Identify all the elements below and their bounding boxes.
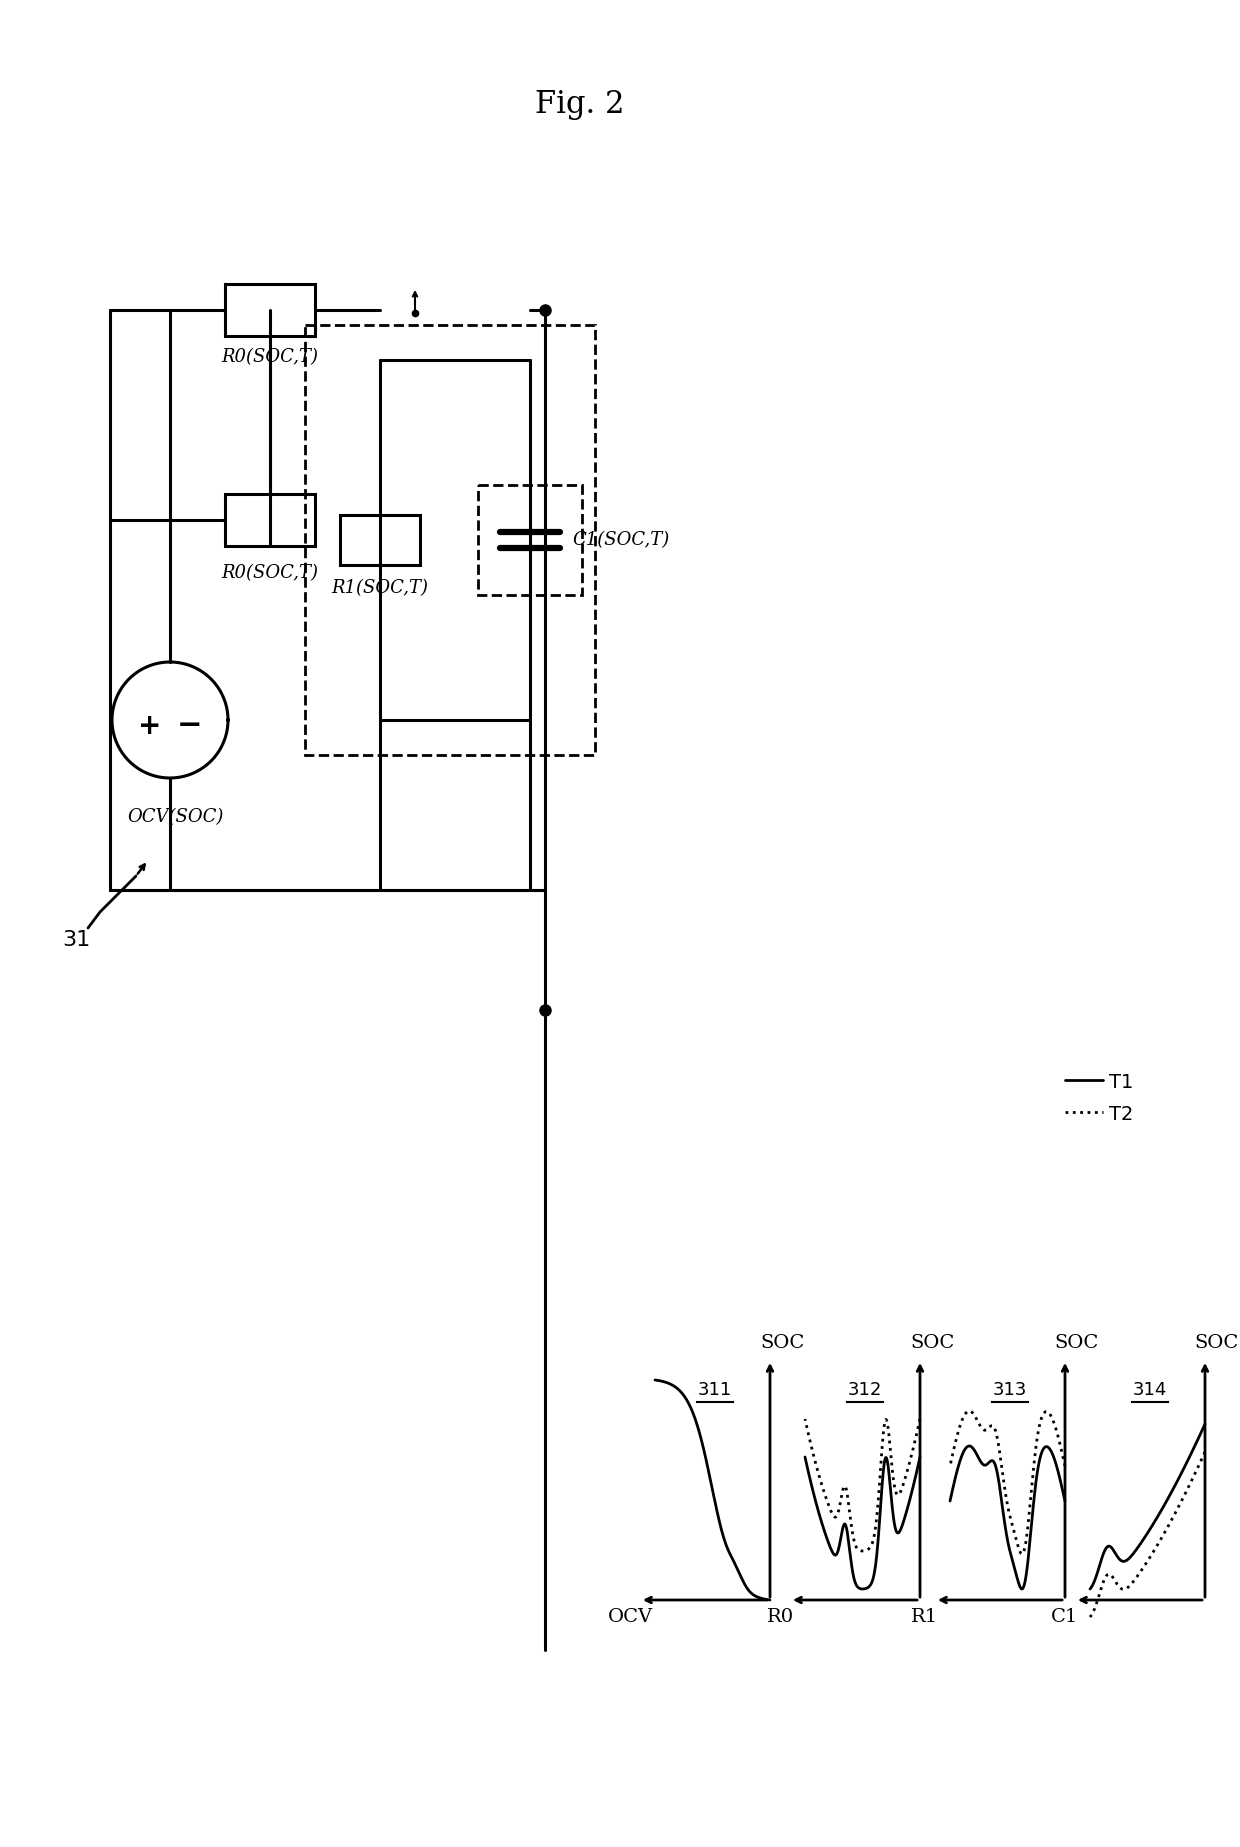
Bar — [224, 284, 315, 336]
Text: SOC: SOC — [760, 1334, 804, 1352]
Text: 314: 314 — [1133, 1382, 1167, 1398]
Text: +: + — [139, 711, 161, 741]
Text: 312: 312 — [848, 1382, 882, 1398]
Bar — [477, 486, 582, 595]
Text: 31: 31 — [62, 931, 91, 949]
Text: R0: R0 — [766, 1609, 794, 1625]
Text: C1: C1 — [1052, 1609, 1079, 1625]
Text: T1: T1 — [1109, 1073, 1133, 1092]
Text: 313: 313 — [993, 1382, 1027, 1398]
Text: R0(SOC,T): R0(SOC,T) — [222, 347, 319, 366]
Text: R0(SOC,T): R0(SOC,T) — [222, 563, 319, 582]
Text: R1: R1 — [911, 1609, 939, 1625]
Bar — [340, 515, 420, 565]
Text: Fig. 2: Fig. 2 — [536, 89, 625, 120]
Text: OCV: OCV — [608, 1609, 652, 1625]
Text: SOC: SOC — [1195, 1334, 1239, 1352]
Text: 311: 311 — [698, 1382, 732, 1398]
Text: −: − — [177, 711, 203, 741]
Text: SOC: SOC — [910, 1334, 954, 1352]
Text: OCV(SOC): OCV(SOC) — [126, 807, 223, 826]
Text: SOC: SOC — [1055, 1334, 1099, 1352]
Text: C1(SOC,T): C1(SOC,T) — [572, 530, 670, 549]
Text: R1(SOC,T): R1(SOC,T) — [331, 578, 429, 597]
Text: T2: T2 — [1109, 1105, 1133, 1123]
Bar — [305, 325, 595, 755]
Bar — [224, 493, 315, 547]
